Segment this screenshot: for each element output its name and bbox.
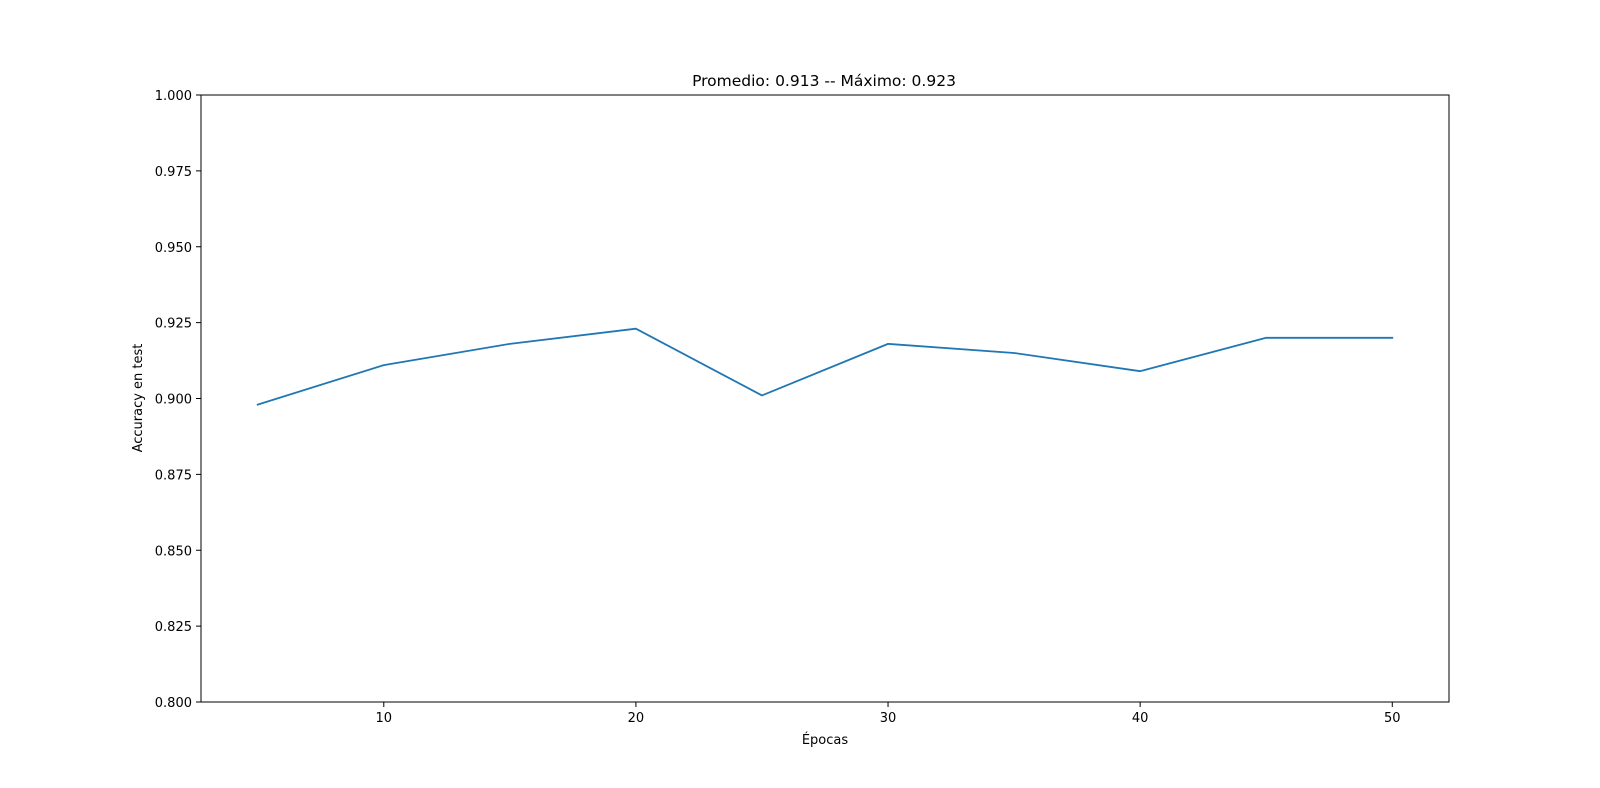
x-tick-label: 50 xyxy=(1384,711,1401,726)
y-tick-label: 1.000 xyxy=(155,89,192,104)
x-tick-label: 10 xyxy=(376,711,393,726)
plot-frame xyxy=(200,94,1450,703)
series-line xyxy=(256,327,1394,406)
x-tick-label: 40 xyxy=(1132,711,1149,726)
y-axis: 0.800 0.825 0.850 0.875 0.900 0.925 0.950 0.975… xyxy=(155,89,201,711)
x-tick-label: 30 xyxy=(880,711,897,726)
y-tick-label: 0.825 xyxy=(155,620,192,635)
y-tick-label: 0.925 xyxy=(155,317,192,332)
x-tick-label: 20 xyxy=(628,711,645,726)
y-axis-label: Accuracy en test xyxy=(131,344,146,453)
y-tick-label: 0.900 xyxy=(155,393,192,408)
chart-title: Promedio: 0.913 -- Máximo: 0.923 xyxy=(692,72,956,90)
y-tick-label: 0.975 xyxy=(155,165,192,180)
x-axis: 10 20 30 40 50 xyxy=(376,702,1401,726)
plot-content xyxy=(256,327,1394,406)
x-axis-label: Épocas xyxy=(802,732,849,748)
y-tick-label: 0.950 xyxy=(155,241,192,256)
y-tick-label: 0.850 xyxy=(155,544,192,559)
y-tick-label: 0.875 xyxy=(155,468,192,483)
y-tick-label: 0.800 xyxy=(155,696,192,711)
